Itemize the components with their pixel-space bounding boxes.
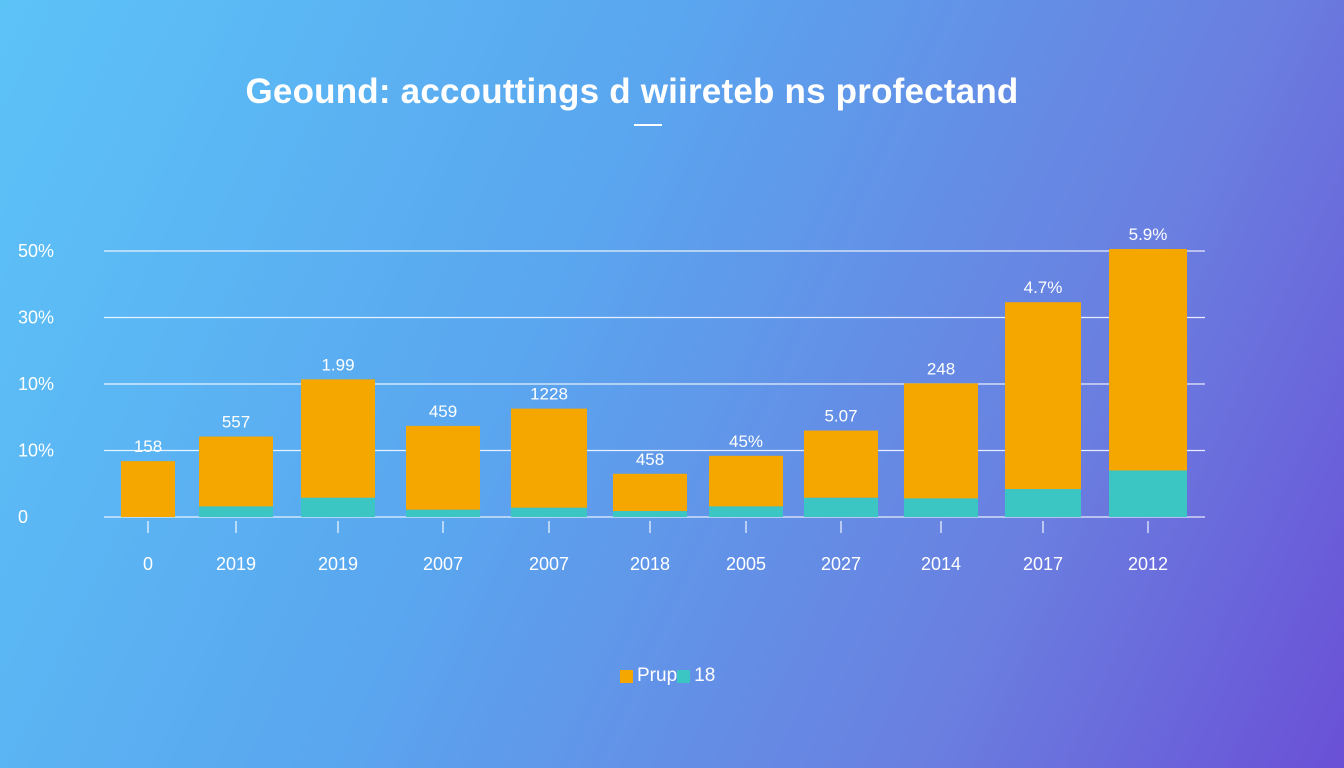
data-label: 5.9% bbox=[1129, 225, 1168, 244]
x-tick-label: 2012 bbox=[1128, 554, 1168, 574]
x-tick-label: 2017 bbox=[1023, 554, 1063, 574]
legend-swatch-18 bbox=[677, 669, 691, 683]
y-tick-label: 10% bbox=[18, 374, 54, 394]
bar-18 bbox=[199, 506, 273, 517]
legend-label-18: 18 bbox=[694, 665, 716, 686]
y-tick-label: 10% bbox=[18, 441, 54, 461]
data-label: 248 bbox=[927, 359, 955, 378]
data-label: 557 bbox=[222, 413, 250, 432]
bar-18 bbox=[301, 497, 375, 517]
x-tick-label: 2027 bbox=[821, 554, 861, 574]
title-underline bbox=[634, 124, 662, 126]
data-label: 1.99 bbox=[321, 355, 354, 374]
bar-prup bbox=[301, 379, 375, 498]
bar-18 bbox=[804, 497, 878, 517]
bar-prup bbox=[199, 436, 273, 507]
chart-title: Geound: accouttings d wiireteb ns profec… bbox=[245, 72, 1019, 111]
x-tick-label: 2007 bbox=[529, 554, 569, 574]
x-tick-label: 2019 bbox=[318, 554, 358, 574]
bar-18 bbox=[613, 511, 687, 517]
legend-label-prup: Prup bbox=[637, 665, 678, 686]
x-tick-label: 0 bbox=[143, 554, 153, 574]
bar-prup bbox=[804, 430, 878, 498]
bar-18 bbox=[904, 498, 978, 517]
data-label: 458 bbox=[636, 450, 664, 469]
data-label: 459 bbox=[429, 402, 457, 421]
y-axis-ticks: 0 10% 10% 30% 50% bbox=[18, 241, 54, 527]
x-tick-label: 2018 bbox=[630, 554, 670, 574]
x-tick-label: 2005 bbox=[726, 554, 766, 574]
data-label: 158 bbox=[134, 437, 162, 456]
bar-prup bbox=[613, 473, 687, 512]
x-tick-label: 2019 bbox=[216, 554, 256, 574]
bar-18 bbox=[1109, 470, 1187, 517]
data-labels: 158 557 1.99 459 1228 458 45% 5.07 248 4.7% 5.9% bbox=[134, 225, 1168, 469]
bar-18 bbox=[406, 509, 480, 517]
bar-prup bbox=[121, 461, 175, 517]
bar-prup bbox=[1109, 249, 1187, 471]
bar-18 bbox=[511, 507, 587, 517]
bar-prup bbox=[511, 408, 587, 508]
y-tick-label: 50% bbox=[18, 241, 54, 261]
bar-prup bbox=[709, 455, 783, 507]
data-label: 45% bbox=[729, 432, 763, 451]
bar-18 bbox=[709, 506, 783, 517]
legend: Prup 18 bbox=[620, 665, 715, 687]
bars bbox=[121, 249, 1187, 517]
bar-prup bbox=[1005, 302, 1081, 490]
data-label: 4.7% bbox=[1024, 278, 1063, 297]
bar-prup bbox=[904, 383, 978, 499]
legend-swatch-prup bbox=[620, 669, 633, 683]
y-tick-label: 30% bbox=[18, 308, 54, 328]
x-tick-label: 2014 bbox=[921, 554, 961, 574]
y-tick-label: 0 bbox=[18, 507, 28, 527]
bar-prup bbox=[406, 425, 480, 510]
bar-18 bbox=[1005, 489, 1081, 517]
data-label: 5.07 bbox=[824, 407, 857, 426]
x-tick-label: 2007 bbox=[423, 554, 463, 574]
x-axis-ticks: 0 2019 2019 2007 2007 2018 2005 2027 2014 2017 201… bbox=[143, 521, 1168, 574]
data-label: 1228 bbox=[530, 385, 568, 404]
